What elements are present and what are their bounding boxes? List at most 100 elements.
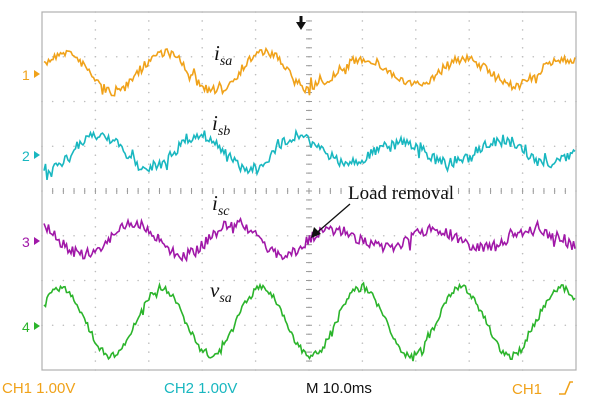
grid-dot: [468, 172, 471, 174]
grid-dot: [532, 55, 535, 58]
grid-dot: [329, 55, 332, 58]
grid-dot: [201, 47, 203, 49]
grid-dot: [297, 324, 300, 327]
grid-dot: [361, 243, 364, 246]
grid-dot: [404, 55, 406, 58]
grid-dot: [436, 324, 438, 327]
grid-dot: [468, 360, 471, 362]
grid-dot: [148, 342, 150, 344]
grid-dot: [489, 234, 492, 237]
grid-dot: [436, 234, 438, 237]
grid-dot: [447, 324, 449, 327]
grid-dot: [361, 145, 364, 148]
grid-dot: [393, 234, 396, 237]
grid-dot: [415, 270, 417, 273]
grid-dot: [521, 270, 524, 273]
channel-4-marker-label: 4: [22, 319, 30, 335]
grid-dot: [254, 38, 257, 40]
grid-dot: [148, 73, 150, 76]
channel-1-marker-label: 1: [22, 67, 30, 83]
grid-dot: [190, 324, 193, 327]
grid-dot: [361, 181, 364, 183]
grid-dot: [94, 333, 97, 336]
grid-dot: [447, 100, 449, 103]
grid-dot: [244, 145, 246, 148]
grid-dot: [521, 172, 524, 174]
grid-dot: [329, 324, 332, 327]
grid-dot: [158, 145, 161, 148]
grid-dot: [137, 279, 139, 282]
grid-dot: [254, 55, 257, 58]
grid-dot: [361, 109, 364, 112]
grid-dot: [340, 324, 342, 327]
grid-dot: [286, 279, 289, 282]
grid-dot: [201, 29, 203, 31]
grid-dot: [415, 226, 417, 228]
grid-dot: [233, 100, 236, 103]
grid-dot: [94, 172, 97, 174]
grid-dot: [521, 38, 524, 40]
grid-dot: [233, 234, 236, 237]
grid-dot: [169, 100, 171, 103]
marker-arrow-icon: [34, 322, 40, 330]
grid-dot: [105, 324, 107, 327]
rising-edge-icon: [559, 381, 574, 395]
grid-dot: [532, 145, 535, 148]
grid-dot: [361, 351, 364, 353]
grid-dot: [94, 306, 97, 309]
grid-dot: [329, 145, 332, 148]
grid-dot: [244, 100, 246, 103]
grid-dot: [276, 234, 278, 237]
grid-dot: [361, 29, 364, 31]
grid-dot: [415, 261, 417, 264]
grid-dot: [148, 47, 150, 49]
grid-dot: [190, 100, 193, 103]
grid-dot: [553, 145, 556, 148]
grid-dot: [521, 199, 524, 201]
graticule: [41, 11, 577, 371]
grid-dot: [94, 270, 97, 273]
grid-dot: [148, 351, 150, 353]
grid-dot: [457, 145, 460, 148]
grid-dot: [265, 100, 268, 103]
grid-dot: [94, 127, 97, 130]
trace-ch4-vsa: [43, 281, 576, 362]
grid-dot: [254, 297, 257, 300]
grid-dot: [148, 360, 150, 362]
grid-dot: [521, 315, 524, 318]
grid-dot: [340, 55, 342, 58]
grid-dot: [201, 208, 203, 210]
grid-dot: [94, 100, 97, 103]
grid-dot: [148, 243, 150, 246]
grid-dot: [479, 324, 481, 327]
grid-dot: [468, 324, 471, 327]
grid-dot: [340, 100, 342, 103]
grid-dot: [148, 145, 150, 148]
grid-dot: [169, 324, 171, 327]
ch1-scale-readout: CH1 1.00V: [2, 380, 76, 397]
grid-dot: [244, 55, 246, 58]
grid-dot: [254, 261, 257, 264]
grid-dot: [94, 91, 97, 94]
grid-dot: [94, 288, 97, 291]
grid-dot: [372, 279, 374, 282]
grid-dot: [201, 20, 203, 22]
grid-dot: [94, 20, 97, 22]
grid-dot: [94, 243, 97, 246]
grid-dot: [415, 64, 417, 67]
grid-dot: [94, 64, 97, 67]
grid-dot: [468, 91, 471, 94]
grid-dot: [468, 145, 471, 148]
timebase-readout: M 10.0ms: [306, 380, 372, 397]
grid-dot: [468, 118, 471, 121]
grid-dot: [521, 20, 524, 22]
grid-dot: [361, 55, 364, 58]
grid-dot: [62, 234, 65, 237]
grid-dot: [148, 91, 150, 94]
grid-dot: [382, 100, 385, 103]
grid-dot: [468, 297, 471, 300]
grid-dot: [329, 279, 332, 282]
grid-dot: [148, 136, 150, 139]
grid-dot: [415, 109, 417, 112]
grid-dot: [83, 145, 86, 148]
